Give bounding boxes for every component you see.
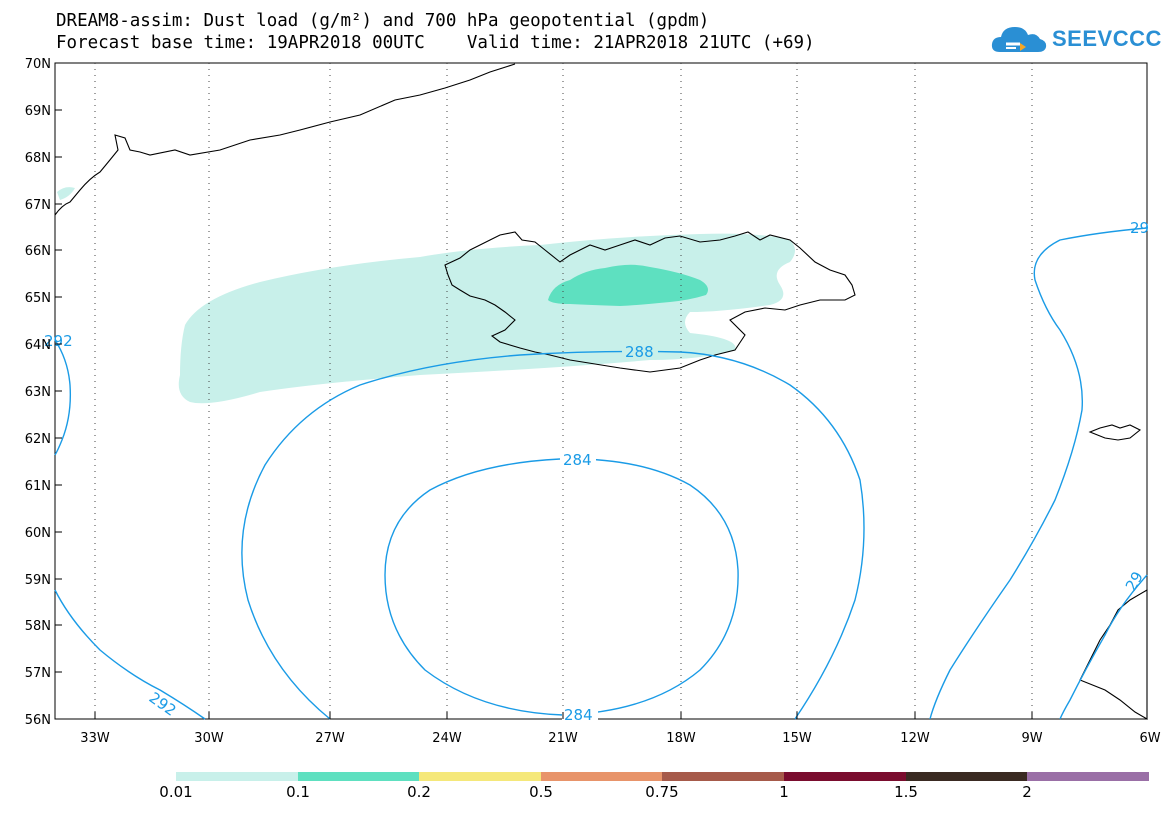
contour-288 xyxy=(241,350,865,720)
lon-label: 6W xyxy=(1139,731,1160,746)
dust-area-mid xyxy=(548,264,708,306)
colorbar-segment xyxy=(784,772,906,781)
dust-area-low xyxy=(178,233,795,404)
colorbar-segment xyxy=(176,772,298,781)
lon-label: 30W xyxy=(194,731,224,746)
colorbar-label: 0.75 xyxy=(645,783,679,801)
colorbar-label: 1 xyxy=(779,783,789,801)
contour-292-southwest xyxy=(54,589,206,720)
contour-label: 29 xyxy=(1130,219,1149,237)
colorbar-label: 0.01 xyxy=(159,783,193,801)
colorbar-label: 0.1 xyxy=(286,783,310,801)
colorbar-segment xyxy=(906,772,1027,781)
lat-label: 68N xyxy=(25,151,51,166)
lon-label: 27W xyxy=(315,731,345,746)
contour-label: 292 xyxy=(146,689,180,720)
lat-label: 61N xyxy=(25,479,51,494)
dust-area-low-north xyxy=(57,187,75,200)
lat-label: 62N xyxy=(25,432,51,447)
contour-labels: 288 284 284 292 292 29 29 xyxy=(44,219,1149,724)
contour-284 xyxy=(384,458,739,716)
lat-label: 59N xyxy=(25,573,51,588)
lat-label: 65N xyxy=(25,291,51,306)
lat-label: 64N xyxy=(25,338,51,353)
contour-label: 284 xyxy=(564,706,593,724)
lat-label: 67N xyxy=(25,198,51,213)
lat-label: 69N xyxy=(25,104,51,119)
cloud-icon xyxy=(991,27,1047,52)
axis-ticks xyxy=(55,62,1033,719)
lon-label: 9W xyxy=(1021,731,1042,746)
faroe-coast xyxy=(1088,424,1142,441)
contour-label: 284 xyxy=(563,451,592,469)
colorbar-label: 1.5 xyxy=(894,783,918,801)
graticule xyxy=(94,63,1033,719)
map-title-line-2: Forecast base time: 19APR2018 00UTC Vali… xyxy=(56,33,815,53)
colorbar-segment xyxy=(419,772,541,781)
greenland-coast xyxy=(54,63,516,216)
lat-label: 57N xyxy=(25,666,51,681)
logo-text: SEEVCCC xyxy=(1052,26,1162,51)
iceland-coast xyxy=(444,231,856,373)
lat-label: 63N xyxy=(25,385,51,400)
lat-label: 70N xyxy=(25,57,51,72)
colorbar-segment xyxy=(298,772,419,781)
lat-label: 66N xyxy=(25,244,51,259)
lon-label: 24W xyxy=(432,731,462,746)
colorbar-segment xyxy=(662,772,784,781)
lat-label: 58N xyxy=(25,619,51,634)
colorbar-label: 0.2 xyxy=(407,783,431,801)
contour-label: 29 xyxy=(1122,568,1147,594)
colorbar-label: 0.5 xyxy=(529,783,553,801)
contour-29-southeast xyxy=(1059,574,1148,720)
colorbar-segment xyxy=(541,772,662,781)
colorbar-label: 2 xyxy=(1022,783,1032,801)
lat-label: 60N xyxy=(25,526,51,541)
norway-coast xyxy=(1079,589,1148,720)
colorbar-segment xyxy=(1027,772,1149,781)
lon-label: 12W xyxy=(900,731,930,746)
contour-label: 292 xyxy=(44,332,73,350)
coastlines xyxy=(54,63,1148,720)
map-title-line-1: DREAM8-assim: Dust load (g/m²) and 700 h… xyxy=(56,11,710,31)
lat-label: 56N xyxy=(25,713,51,728)
contour-292-west xyxy=(54,339,72,456)
lon-label: 21W xyxy=(548,731,578,746)
lon-label: 18W xyxy=(666,731,696,746)
contour-label: 288 xyxy=(625,343,654,361)
lon-label: 15W xyxy=(782,731,812,746)
contour-29-east xyxy=(929,227,1148,720)
lon-label: 33W xyxy=(80,731,110,746)
seevccc-logo: SEEVCCC xyxy=(990,22,1162,56)
